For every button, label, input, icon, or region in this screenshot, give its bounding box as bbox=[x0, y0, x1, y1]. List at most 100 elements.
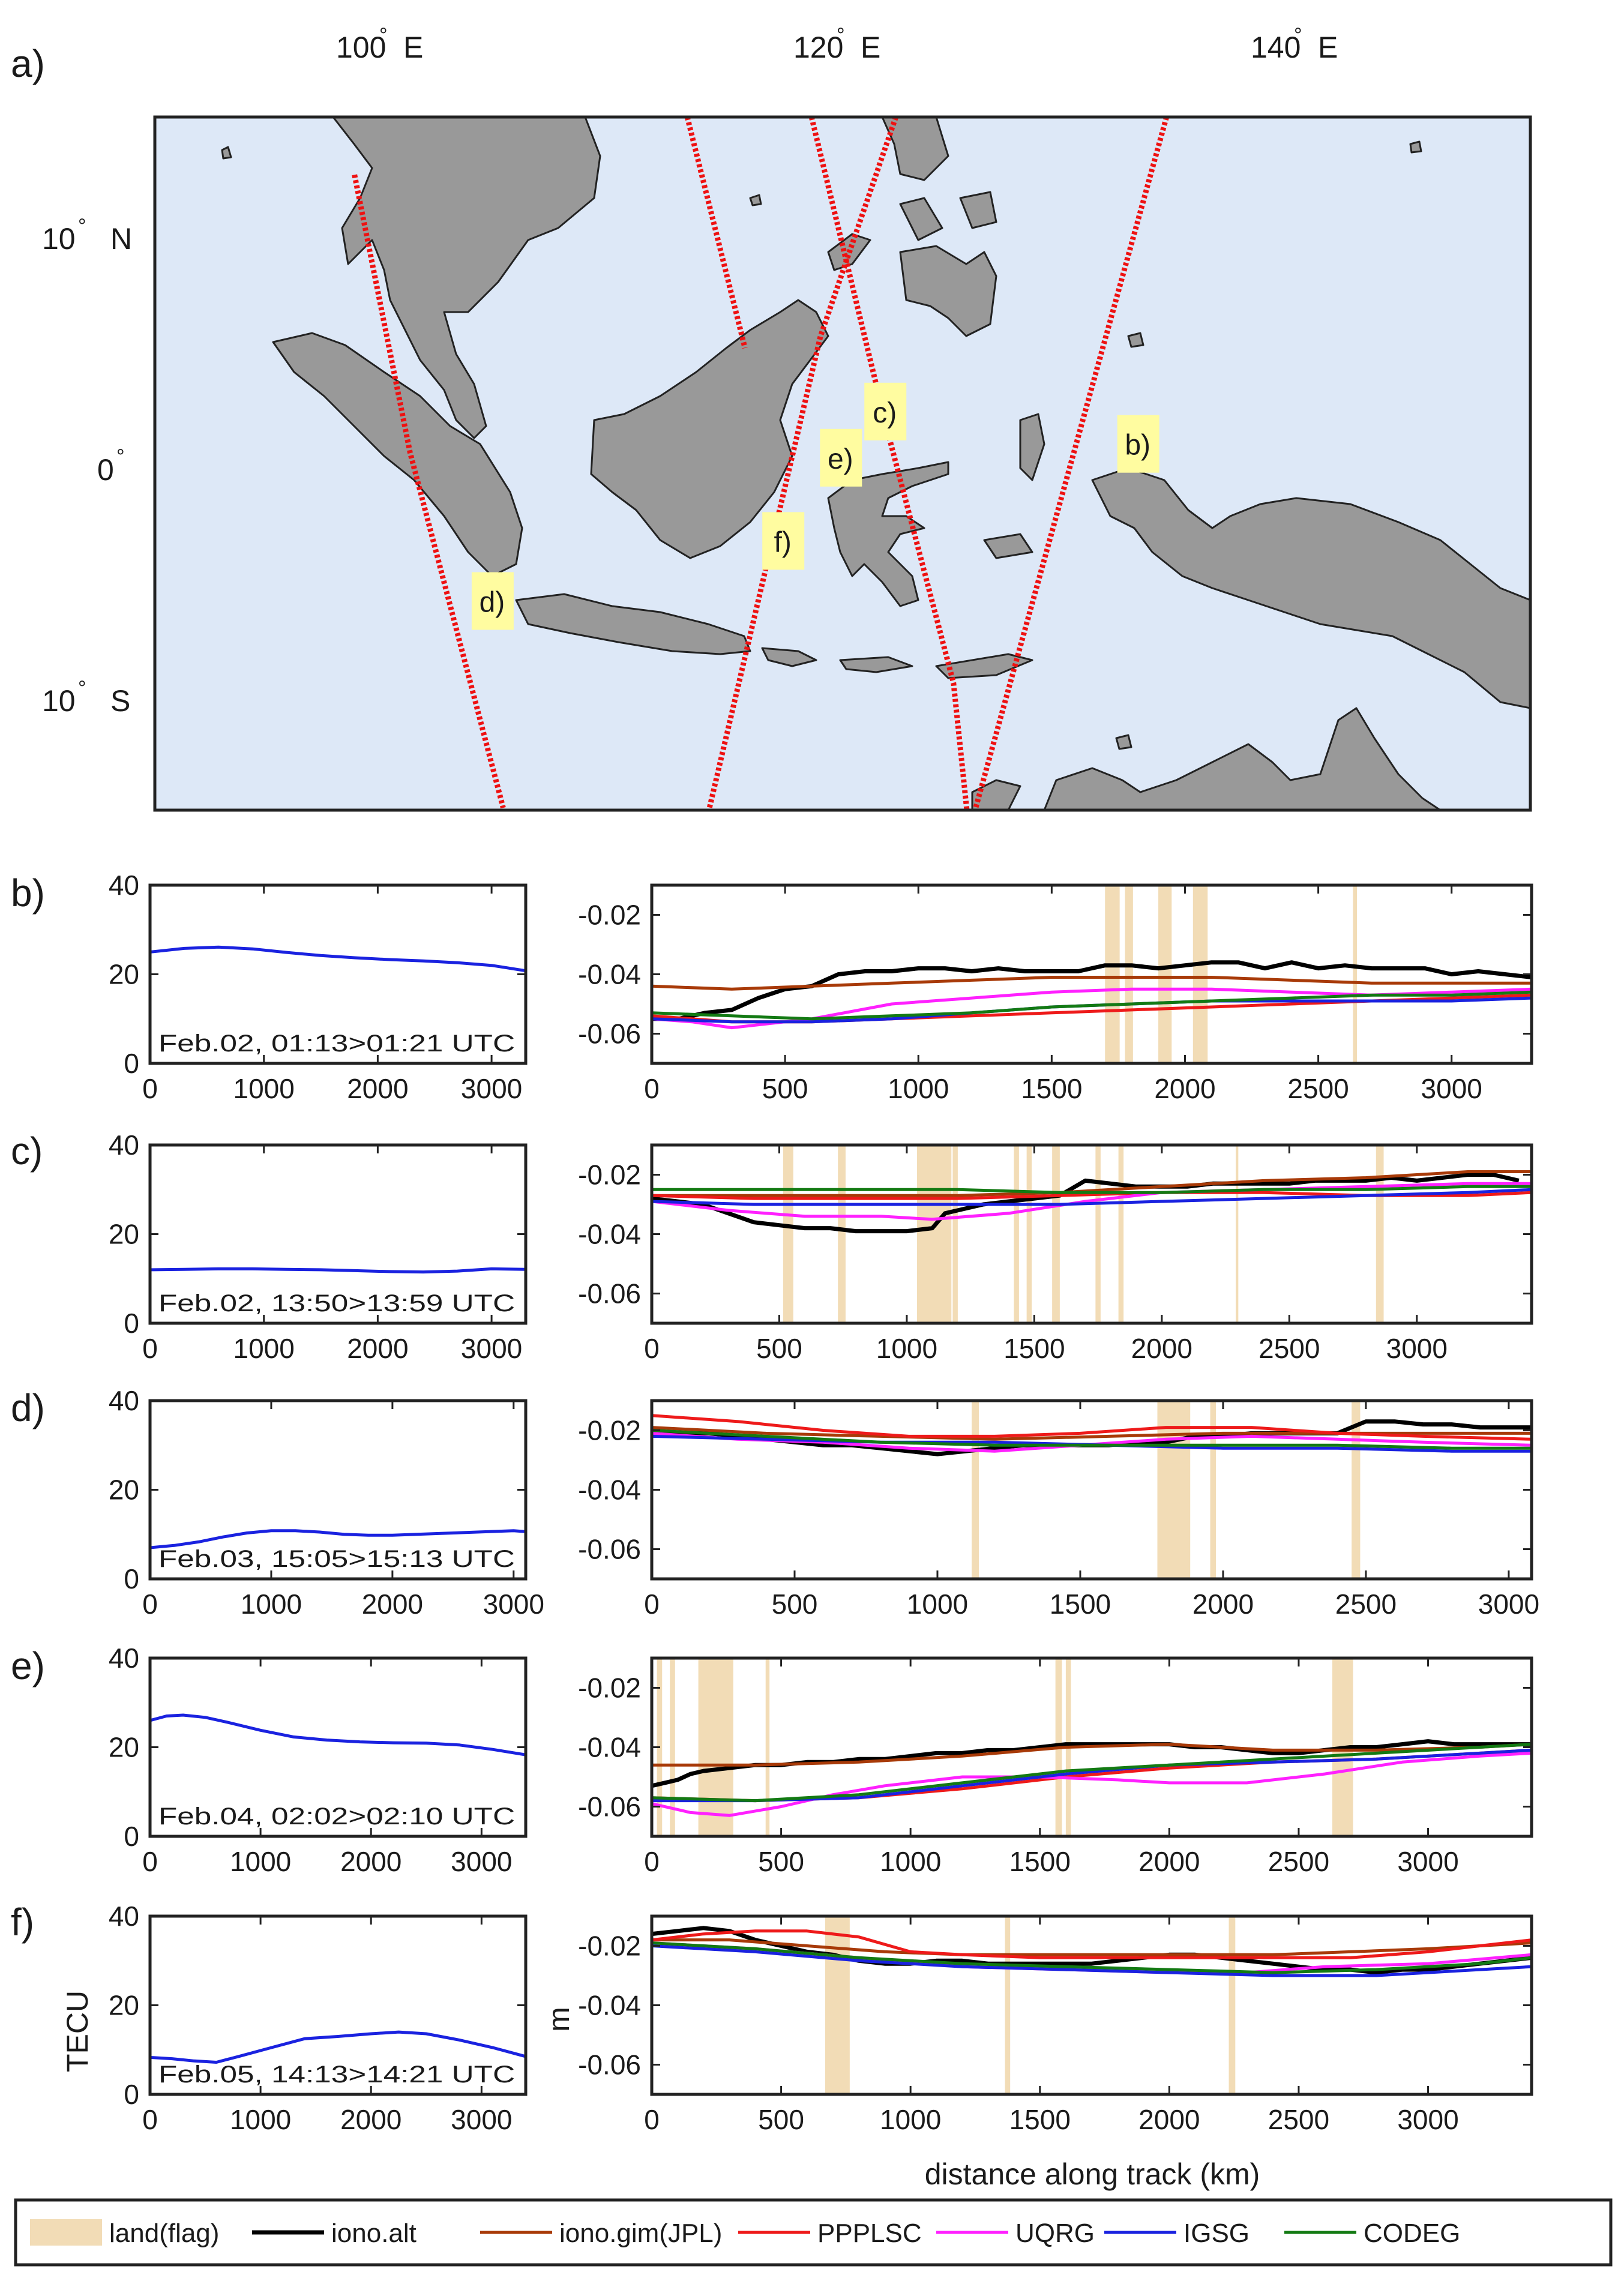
satellite-track-2 bbox=[684, 117, 748, 349]
plot-frame bbox=[148, 1399, 528, 1581]
callout-box bbox=[864, 382, 907, 440]
series-line-tec bbox=[150, 1529, 526, 1549]
y-tick-label: 0 bbox=[124, 2079, 139, 2110]
x-tick-label: 1000 bbox=[880, 1846, 941, 1877]
plot-background bbox=[150, 1401, 526, 1579]
callout-box bbox=[820, 428, 862, 487]
x-tick-label: 2500 bbox=[1268, 2104, 1329, 2135]
plot-frame bbox=[650, 1656, 1533, 1838]
y-tick-label: -0.06 bbox=[578, 1534, 641, 1565]
series-line-igsg bbox=[652, 1188, 1532, 1206]
x-tick-label: 3000 bbox=[483, 1588, 544, 1620]
x-tick-label: 500 bbox=[772, 1588, 818, 1620]
series-line-iono-gim-jpl- bbox=[652, 1938, 1532, 1956]
plot-content bbox=[652, 1401, 1532, 1579]
x-tick-label: 2000 bbox=[1154, 1073, 1215, 1104]
land-timor-region bbox=[971, 779, 1021, 810]
y-tick-label: -0.06 bbox=[578, 1278, 641, 1309]
land-flag-band bbox=[1052, 1145, 1060, 1323]
plot-content bbox=[150, 1529, 526, 1549]
x-axis-label: distance along track (km) bbox=[925, 2157, 1260, 2191]
time-annotation: Feb.03, 15:05>15:13 UTC bbox=[158, 1546, 515, 1572]
lat-label-0: 0 bbox=[97, 453, 114, 487]
x-tick-label: 3000 bbox=[1397, 2104, 1458, 2135]
x-tick-label: 500 bbox=[762, 1073, 808, 1104]
land-sulawesi bbox=[827, 461, 949, 607]
land-flag-band bbox=[1229, 1916, 1236, 2094]
series-line-igsg bbox=[652, 1944, 1532, 1977]
y-tick-label: 0 bbox=[124, 1048, 139, 1079]
plot-content bbox=[652, 1658, 1532, 1836]
plot-background bbox=[150, 1658, 526, 1836]
y-tick-label: -0.06 bbox=[578, 1018, 641, 1050]
land-flag-band bbox=[1125, 885, 1133, 1063]
legend-label: iono.alt bbox=[331, 2219, 417, 2248]
land-flag-band bbox=[670, 1658, 675, 1836]
x-tick-label: 2000 bbox=[340, 1846, 401, 1877]
series-line-codeg bbox=[652, 1743, 1532, 1803]
y-tick-label: -0.06 bbox=[578, 2049, 641, 2081]
x-tick-label: 1000 bbox=[876, 1333, 937, 1364]
x-tick-label: 0 bbox=[644, 1846, 660, 1877]
panel-c: c) 0 1000 2000 3000 0 20 40 Feb.02, 13:50>13:59… bbox=[11, 1129, 1533, 1364]
y-tick-label: -0.04 bbox=[578, 1990, 641, 2021]
chart-f-tec: 0 1000 2000 3000 0 20 40 Feb.05, 14:13>14:21 UT… bbox=[109, 1901, 528, 2135]
plot-frame bbox=[148, 1656, 528, 1838]
panel-f: f) 0 1000 2000 3000 0 20 40 Feb.05, 14:13>14:21… bbox=[11, 1901, 1533, 2191]
y-tick-label: 20 bbox=[109, 1732, 139, 1763]
plot-background bbox=[150, 885, 526, 1063]
y-tick-label: -0.02 bbox=[578, 1415, 641, 1446]
x-tick-label: 3000 bbox=[461, 1333, 522, 1364]
plot-frame bbox=[650, 1143, 1533, 1325]
land-halmahera bbox=[983, 413, 1045, 559]
y-tick-label: 40 bbox=[109, 1129, 139, 1161]
x-tick-label: 0 bbox=[142, 2104, 158, 2135]
lat-degree-0: ° bbox=[116, 445, 125, 468]
y-tick-label: -0.02 bbox=[578, 1931, 641, 1962]
x-tick-label: 0 bbox=[644, 1588, 660, 1620]
x-tick-label: 2000 bbox=[1138, 1846, 1200, 1877]
land-flag-band bbox=[838, 1145, 846, 1323]
time-annotation: Feb.02, 13:50>13:59 UTC bbox=[158, 1290, 515, 1317]
x-tick-label: 1000 bbox=[233, 1073, 295, 1104]
legend: land(flag) iono.alt iono.gim(JPL) PPPLSC UQR… bbox=[14, 2198, 1613, 2267]
callout-label: d) bbox=[480, 587, 505, 619]
x-tick-label: 3000 bbox=[461, 1073, 522, 1104]
plot-frame bbox=[148, 1914, 528, 2096]
land-flag-band bbox=[1105, 885, 1120, 1063]
plot-frame bbox=[650, 1914, 1533, 2096]
x-tick-label: 0 bbox=[142, 1073, 158, 1104]
plot-background bbox=[150, 1145, 526, 1323]
legend-label: CODEG bbox=[1364, 2219, 1460, 2248]
land-new-guinea bbox=[1091, 467, 1530, 709]
series-line-tec bbox=[150, 1267, 526, 1274]
plot-content bbox=[652, 1916, 1532, 2094]
series-line-uqrg bbox=[652, 1182, 1532, 1221]
land-flag-band bbox=[1157, 1401, 1191, 1579]
y-tick-label: -0.04 bbox=[578, 959, 641, 990]
y-tick-label: -0.06 bbox=[578, 1791, 641, 1823]
series-line-ppplsc bbox=[652, 1414, 1532, 1441]
series-line-tec bbox=[150, 945, 526, 973]
lon-degree-140: ° bbox=[1294, 24, 1302, 47]
plot-frame bbox=[650, 1399, 1533, 1581]
lat-label-10s: 10 bbox=[42, 684, 76, 718]
series-line-iono-alt bbox=[652, 1173, 1520, 1234]
callout-box bbox=[471, 572, 514, 630]
land-flag-band bbox=[1014, 1145, 1019, 1323]
x-tick-label: 2000 bbox=[362, 1588, 423, 1620]
x-tick-label: 0 bbox=[142, 1588, 158, 1620]
land-indochina bbox=[332, 117, 601, 439]
panel-d: d) 0 1000 2000 3000 0 20 40 Feb.03, 15:05>15:13… bbox=[11, 1385, 1539, 1620]
lon-hemi-120: E bbox=[861, 31, 880, 64]
x-tick-label: 3000 bbox=[1478, 1588, 1539, 1620]
series-line-iono-alt bbox=[652, 1926, 1532, 1975]
lat-label-10n: 10 bbox=[42, 222, 76, 256]
lon-label-100: 100 bbox=[336, 31, 386, 64]
series-line-ppplsc bbox=[652, 1929, 1532, 1959]
plot-content bbox=[150, 945, 526, 973]
y-tick-label: 0 bbox=[124, 1821, 139, 1852]
y-tick-label: 20 bbox=[109, 1990, 139, 2021]
x-tick-label: 1000 bbox=[880, 2104, 941, 2135]
